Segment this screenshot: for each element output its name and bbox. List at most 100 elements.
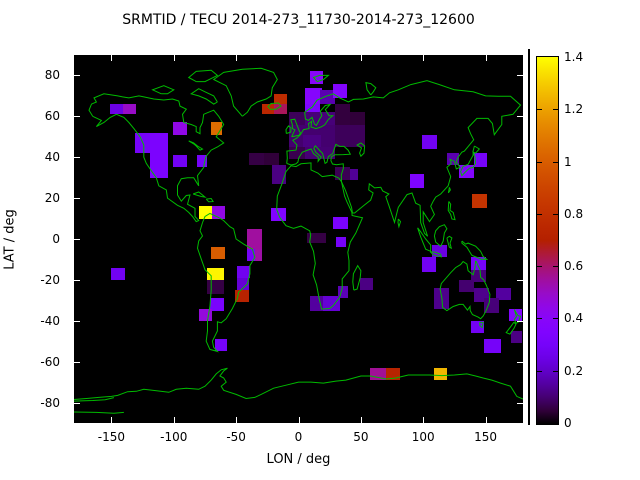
heat-cell bbox=[111, 267, 126, 280]
coastline-path bbox=[285, 125, 292, 134]
coastline-path bbox=[312, 74, 330, 83]
y-tick-label: -20 bbox=[40, 272, 60, 287]
heat-cell bbox=[474, 153, 487, 168]
axis-tick-mark bbox=[517, 239, 523, 240]
y-tick-label: 80 bbox=[44, 68, 60, 83]
coastline-path bbox=[417, 227, 432, 253]
heat-cell bbox=[122, 104, 137, 115]
coastline-path bbox=[267, 102, 282, 110]
heat-cell bbox=[421, 134, 437, 150]
coastline-path bbox=[397, 218, 402, 229]
heat-cell bbox=[211, 247, 225, 260]
coastline-path bbox=[433, 224, 448, 247]
y-tick-label: 0 bbox=[52, 232, 60, 246]
coastline-path bbox=[446, 235, 453, 250]
heat-cell bbox=[421, 257, 436, 272]
heat-cell bbox=[272, 165, 287, 184]
coastline-path bbox=[429, 251, 442, 258]
coastline-path bbox=[188, 140, 204, 151]
heat-cell bbox=[262, 104, 275, 115]
colorbar-tick-mark bbox=[553, 266, 558, 268]
colorbar-tick-mark bbox=[537, 266, 542, 268]
heat-cell bbox=[247, 228, 263, 242]
heat-cell bbox=[304, 104, 320, 115]
coastline-path bbox=[190, 88, 218, 105]
axis-tick-mark bbox=[111, 417, 113, 423]
heat-cell bbox=[212, 206, 225, 219]
heat-cell bbox=[247, 249, 255, 262]
heat-cell bbox=[237, 277, 249, 293]
heat-cell bbox=[333, 83, 348, 98]
colorbar-tick-mark bbox=[537, 109, 542, 111]
heat-cell bbox=[211, 122, 223, 135]
axis-tick-mark bbox=[423, 417, 425, 423]
axis-tick-mark bbox=[485, 55, 487, 61]
axis-tick-mark bbox=[485, 417, 487, 423]
colorbar-tick-label: 0.4 bbox=[564, 311, 584, 326]
world-coastline-map bbox=[74, 67, 523, 414]
coastline-path bbox=[439, 260, 491, 320]
coastline-path bbox=[196, 212, 256, 353]
colorbar-tick-label: 1 bbox=[564, 154, 572, 169]
y-axis-title: LAT / deg bbox=[2, 209, 18, 270]
x-tick-label: 0 bbox=[294, 430, 303, 444]
heat-cell bbox=[110, 104, 123, 115]
axis-tick-mark bbox=[517, 157, 523, 159]
coastline-path bbox=[505, 321, 517, 335]
heat-cell bbox=[470, 320, 485, 334]
frame-separator-line bbox=[528, 49, 530, 425]
coastline-path bbox=[479, 321, 484, 329]
heat-cell bbox=[409, 173, 425, 188]
y-tick-label: -40 bbox=[40, 313, 60, 328]
colorbar-tick-label: 1.4 bbox=[564, 50, 584, 64]
map-plot-area bbox=[74, 55, 523, 423]
coastline-path bbox=[460, 145, 481, 177]
x-tick-label: 150 bbox=[474, 430, 498, 444]
coastline-path bbox=[74, 397, 115, 402]
heat-cell bbox=[209, 298, 224, 311]
axis-tick-mark bbox=[74, 320, 80, 322]
heat-cell bbox=[307, 232, 326, 244]
coastline-path bbox=[461, 240, 489, 260]
heat-cell bbox=[172, 122, 188, 135]
colorbar bbox=[536, 56, 559, 425]
heat-cell bbox=[323, 296, 340, 311]
colorbar-tick-mark bbox=[553, 213, 558, 215]
heat-cell bbox=[338, 286, 349, 299]
axis-tick-mark bbox=[236, 55, 238, 61]
y-tick-label: 20 bbox=[44, 191, 60, 206]
heat-cell bbox=[172, 155, 188, 168]
axis-tick-mark bbox=[74, 361, 80, 363]
heat-cell bbox=[359, 277, 374, 291]
heat-cell bbox=[510, 331, 522, 344]
coastline-path bbox=[513, 309, 522, 325]
axis-tick-mark bbox=[74, 239, 80, 240]
heat-cell bbox=[334, 124, 365, 147]
coastline-path bbox=[356, 142, 366, 158]
y-tick-label: -60 bbox=[40, 354, 60, 369]
axis-tick-mark bbox=[517, 361, 523, 363]
x-tick-label: -150 bbox=[97, 430, 126, 444]
axis-tick-mark bbox=[74, 157, 80, 159]
x-tick-label: -50 bbox=[226, 430, 246, 444]
axis-tick-mark bbox=[298, 55, 300, 61]
colorbar-tick-mark bbox=[553, 161, 558, 163]
colorbar-tick-mark bbox=[537, 318, 542, 320]
coastline-path bbox=[447, 201, 456, 221]
axis-tick-mark bbox=[517, 116, 523, 118]
coastline-path bbox=[352, 264, 362, 291]
colorbar-tick-label: 0.6 bbox=[564, 259, 584, 274]
axis-tick-mark bbox=[517, 279, 523, 281]
heat-cell bbox=[214, 339, 228, 352]
axis-tick-mark bbox=[298, 417, 300, 423]
axis-tick-mark bbox=[74, 116, 80, 118]
axis-tick-mark bbox=[74, 198, 80, 200]
colorbar-tick-label: 0.8 bbox=[564, 206, 584, 221]
coastline-path bbox=[365, 81, 377, 96]
heat-cell bbox=[288, 112, 305, 125]
heat-cell bbox=[248, 153, 264, 166]
heat-cell bbox=[254, 249, 263, 262]
coastline-path bbox=[88, 93, 225, 223]
colorbar-tick-mark bbox=[537, 213, 542, 215]
